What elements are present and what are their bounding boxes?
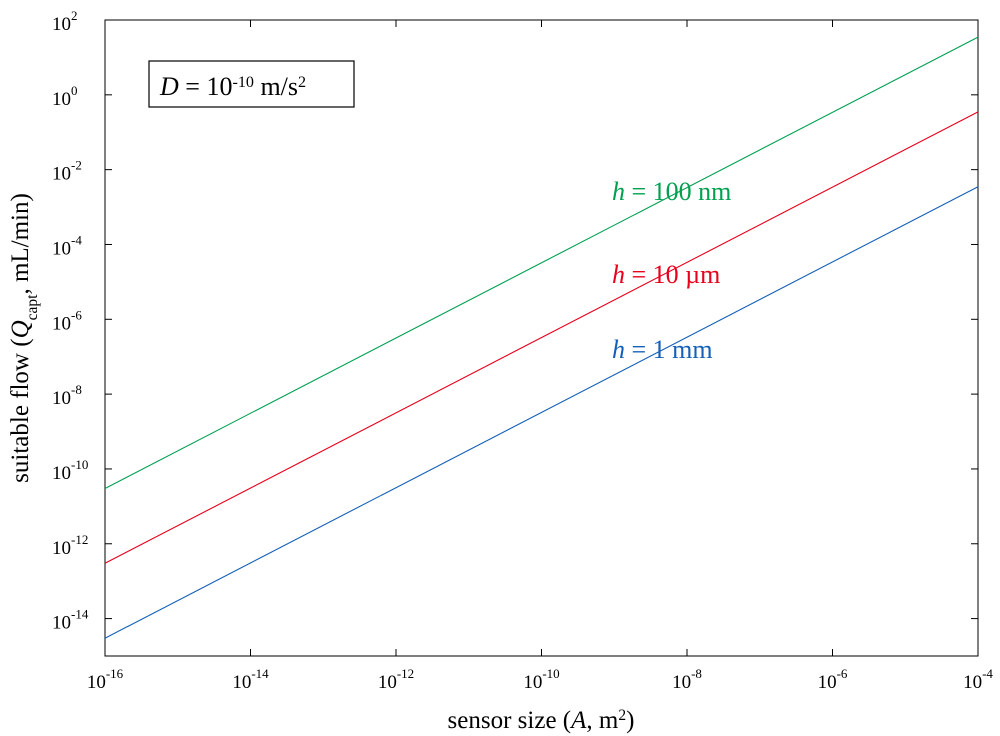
text-part: = 10 µm bbox=[625, 260, 720, 289]
tick-exponent: -8 bbox=[71, 382, 82, 397]
y-tick-label: 10-6 bbox=[52, 307, 82, 334]
text-part: = 1 mm bbox=[625, 335, 713, 364]
tick-base: 10 bbox=[87, 672, 106, 693]
tick-exponent: -6 bbox=[71, 307, 82, 322]
tick-exponent: -2 bbox=[71, 158, 82, 173]
tick-base: 10 bbox=[52, 388, 71, 409]
series-line bbox=[104, 186, 979, 639]
annotation-frame bbox=[148, 60, 355, 108]
text-part: capt bbox=[24, 294, 41, 321]
tick-base: 10 bbox=[52, 89, 71, 110]
tick-base: 10 bbox=[963, 672, 982, 693]
x-tick-label: 10-16 bbox=[87, 666, 124, 693]
y-tick-label: 10-14 bbox=[52, 607, 89, 634]
tick-exponent: 0 bbox=[71, 83, 78, 98]
tick-exponent: -14 bbox=[71, 607, 89, 622]
tick-exponent: -4 bbox=[71, 232, 82, 247]
annotation-text: D = 10-10 m/s2 bbox=[159, 72, 306, 101]
tick-base: 10 bbox=[52, 463, 71, 484]
y-tick-label: 102 bbox=[52, 8, 78, 35]
tick-base: 10 bbox=[52, 538, 71, 559]
text-part: 2 bbox=[618, 707, 626, 724]
x-tick-label: 10-4 bbox=[963, 666, 993, 693]
text-part: -10 bbox=[232, 74, 253, 91]
tick-base: 10 bbox=[672, 672, 691, 693]
tick-exponent: 2 bbox=[71, 8, 78, 23]
tick-exponent: -4 bbox=[982, 666, 993, 681]
series-line bbox=[104, 36, 979, 489]
text-part: = 10 bbox=[179, 72, 233, 101]
tick-base: 10 bbox=[378, 672, 397, 693]
tick-exponent: -12 bbox=[397, 666, 414, 681]
y-tick-label: 10-10 bbox=[52, 457, 88, 484]
text-part: , m bbox=[586, 707, 619, 734]
tick-exponent: -8 bbox=[691, 666, 702, 681]
tick-base: 10 bbox=[818, 672, 837, 693]
series-label: h = 1 mm bbox=[612, 335, 713, 364]
text-part: A bbox=[569, 707, 587, 734]
text-part: Q bbox=[7, 320, 34, 338]
y-tick-label: 100 bbox=[52, 83, 78, 110]
tick-base: 10 bbox=[52, 238, 71, 259]
series-label: h = 100 nm bbox=[612, 177, 731, 206]
tick-exponent: -10 bbox=[71, 457, 88, 472]
x-tick-label: 10-8 bbox=[672, 666, 702, 693]
x-tick-labels: 10-16 10-14 10-12 10-10 10-8 10-6 10-4 bbox=[87, 666, 994, 693]
x-tick-label: 10-12 bbox=[378, 666, 414, 693]
series-lines bbox=[104, 36, 979, 639]
tick-exponent: -10 bbox=[542, 666, 559, 681]
text-part: sensor size ( bbox=[448, 707, 572, 734]
tick-marks bbox=[104, 19, 979, 656]
text-part: 2 bbox=[298, 74, 306, 91]
x-tick-label: 10-10 bbox=[523, 666, 559, 693]
tick-base: 10 bbox=[52, 613, 71, 634]
text-part: h bbox=[612, 260, 625, 289]
text-part: h bbox=[612, 335, 625, 364]
text-part: = 100 nm bbox=[625, 177, 731, 206]
tick-exponent: -14 bbox=[251, 666, 269, 681]
annotation-box: D = 10-10 m/s2 bbox=[148, 60, 355, 108]
tick-base: 10 bbox=[523, 672, 542, 693]
y-tick-label: 10-4 bbox=[52, 232, 82, 259]
text-part: suitable flow ( bbox=[7, 338, 34, 482]
tick-base: 10 bbox=[52, 164, 71, 185]
series-labels: h = 100 nmh = 10 µmh = 1 mm bbox=[612, 177, 731, 364]
text-part: , mL/min) bbox=[7, 193, 34, 294]
tick-exponent: -6 bbox=[837, 666, 848, 681]
text-part: m/s bbox=[254, 72, 298, 101]
tick-exponent: -16 bbox=[106, 666, 124, 681]
y-tick-label: 10-12 bbox=[52, 532, 88, 559]
tick-base: 10 bbox=[232, 672, 251, 693]
tick-exponent: -12 bbox=[71, 532, 88, 547]
y-axis-label: suitable flow (Qcapt, mL/min) bbox=[7, 193, 41, 483]
series-label: h = 10 µm bbox=[612, 260, 720, 289]
tick-base: 10 bbox=[52, 313, 71, 334]
tick-base: 10 bbox=[52, 14, 71, 35]
text-part: ) bbox=[626, 707, 634, 734]
y-tick-label: 10-2 bbox=[52, 158, 82, 185]
x-tick-label: 10-6 bbox=[818, 666, 848, 693]
y-tick-label: 10-8 bbox=[52, 382, 82, 409]
x-tick-label: 10-14 bbox=[232, 666, 269, 693]
text-part: D bbox=[159, 72, 179, 101]
text-part: h bbox=[612, 177, 625, 206]
x-axis-label: sensor size (A, m2) bbox=[448, 707, 635, 735]
series-line bbox=[104, 111, 979, 564]
